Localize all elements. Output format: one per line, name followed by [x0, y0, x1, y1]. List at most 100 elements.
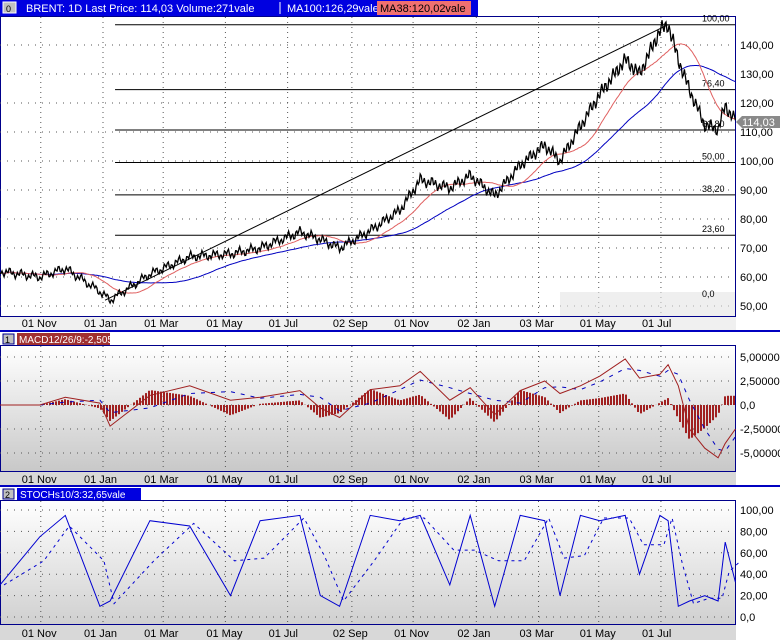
date-tick-label: 01 Jan [84, 318, 117, 330]
fib-level-label: 23,60 [702, 224, 725, 234]
last-price-tag-bg [736, 116, 780, 128]
y-tick-label: 80,00 [740, 526, 768, 538]
y-tick-label: -5,00000 [740, 448, 780, 460]
stoch-plot-area[interactable] [0, 500, 736, 625]
y-tick-label: 60,00 [740, 272, 768, 284]
fib-level-label: 76,40 [702, 79, 725, 89]
date-tick-label: 01 Nov [394, 474, 429, 486]
fib-level-label: 61,80 [702, 119, 725, 129]
date-tick-label: 01 Jul [642, 474, 671, 486]
date-tick-label: 03 Mar [520, 628, 555, 640]
price-title: BRENT: 1D Last Price: 114,03 Volume:271v… [26, 3, 254, 15]
date-tick-label: 03 Mar [520, 474, 555, 486]
pane-index: 0 [6, 4, 11, 14]
volume-bars [560, 292, 735, 316]
stoch-title: STOCHs10/3:32,65vale [20, 490, 126, 501]
price-layer: 100,00 76,40 61,80 50,00 38,20 23,60 0,0 [0, 14, 737, 305]
y-tick-label: 40,00 [740, 569, 768, 581]
macd-label-bg [17, 333, 110, 345]
trendline [104, 24, 669, 301]
y-tick-label: -2,50000 [740, 424, 780, 436]
macd-signal-line [0, 367, 736, 452]
date-tick-label: 01 Jul [642, 628, 671, 640]
date-tick-label: 01 Mar [144, 628, 179, 640]
y-tick-label: 2,50000 [740, 376, 780, 388]
date-tick-label: 01 Nov [22, 474, 57, 486]
y-tick-label: 130,00 [740, 69, 774, 81]
fib-level-label: 100,00 [702, 14, 730, 24]
fib-level-label: 38,20 [702, 184, 725, 194]
pane-index-box[interactable] [2, 333, 15, 345]
date-tick-label: 01 Jul [269, 474, 298, 486]
date-tick-label: 01 May [206, 318, 243, 330]
y-tick-label: 100,00 [740, 156, 774, 168]
ma100-line [0, 65, 736, 284]
y-tick-label: 100,00 [740, 505, 774, 517]
y-tick-label: 110,00 [740, 127, 773, 139]
price-x-axis: 01 Nov 01 Jan 01 Mar 01 May 01 Jul 02 Sep 01 N… [22, 318, 672, 330]
date-tick-label: 02 Sep [333, 628, 368, 640]
date-tick-label: 01 May [206, 628, 243, 640]
stoch-pane-header: 2 STOCHs10/3:32,65vale [2, 488, 141, 501]
price-y-axis: 50,00 60,00 70,00 80,00 90,00 100,00 110,00 120… [740, 40, 774, 313]
date-tick-label: 02 Jan [457, 628, 490, 640]
header-bar [0, 0, 478, 16]
last-price-tag: 114,03 [736, 116, 780, 129]
y-tick-label: 80,00 [740, 214, 768, 226]
date-tick-label: 02 Jan [457, 318, 490, 330]
macd-title: MACD12/26/9:-2,50557vale [19, 335, 143, 346]
date-tick-label: 01 Nov [394, 628, 429, 640]
macd-x-axis: 01 Nov 01 Jan 01 Mar 01 May 01 Jul 02 Sep 01 N… [22, 474, 672, 486]
y-tick-label: 70,00 [740, 243, 768, 255]
macd-layer [0, 358, 736, 459]
date-tick-label: 02 Sep [333, 474, 368, 486]
stoch-y-axis: 100,00 80,00 60,00 40,00 20,00 0,0 [740, 505, 774, 624]
stoch-signal-line [3, 516, 740, 605]
price-line [0, 20, 737, 305]
y-tick-label: 50,00 [740, 301, 768, 313]
date-tick-label: 01 May [206, 474, 243, 486]
macd-line [0, 358, 736, 459]
stoch-label-bg [17, 488, 141, 500]
date-tick-label: 01 Mar [144, 318, 179, 330]
pane-index: 1 [5, 335, 10, 345]
date-tick-label: 01 Jan [84, 628, 117, 640]
pane-index: 2 [5, 490, 10, 500]
pane-index-box[interactable] [2, 1, 17, 14]
date-tick-label: 01 Jul [642, 318, 671, 330]
pane-index-box[interactable] [2, 488, 15, 500]
fib-level-label: 0,0 [702, 289, 715, 299]
y-tick-label: 5,00000 [740, 352, 780, 364]
date-tick-label: 03 Mar [520, 318, 555, 330]
macd-y-axis: 5,00000 2,50000 0,0 -2,50000 -5,00000 [740, 352, 780, 460]
y-tick-label: 0,0 [740, 612, 755, 624]
y-tick-label: 90,00 [740, 185, 768, 197]
y-tick-label: 60,00 [740, 548, 768, 560]
price-plot-area[interactable] [0, 16, 736, 317]
macd-pane-header: 1 MACD12/26/9:-2,50557vale [2, 333, 143, 346]
stoch-grid [0, 501, 735, 624]
fib-level-label: 50,00 [702, 151, 725, 161]
ma100-label: MA100:126,29vale [287, 3, 379, 15]
date-tick-label: 01 Nov [22, 318, 57, 330]
date-tick-label: 01 Mar [144, 474, 179, 486]
macd-date-strip [0, 472, 736, 486]
date-tick-label: 01 Jul [269, 318, 298, 330]
date-tick-label: 01 May [580, 474, 617, 486]
date-tick-label: 02 Sep [333, 318, 368, 330]
price-pane-header: 0 BRENT: 1D Last Price: 114,03 Volume:27… [0, 0, 478, 16]
stoch-line [0, 513, 736, 609]
date-tick-label: 02 Jan [457, 474, 490, 486]
stoch-x-axis: 01 Nov 01 Jan 01 Mar 01 May 01 Jul 02 Sep 01 N… [22, 628, 672, 640]
date-tick-label: 01 Nov [22, 628, 57, 640]
stoch-layer [0, 513, 740, 609]
y-tick-label: 140,00 [740, 40, 774, 52]
date-tick-label: 01 Jan [84, 474, 117, 486]
date-tick-label: 01 May [580, 318, 617, 330]
stoch-date-strip [0, 625, 736, 640]
price-date-strip [0, 317, 736, 331]
macd-grid [0, 346, 735, 471]
date-tick-label: 01 Jul [269, 628, 298, 640]
y-tick-label: 120,00 [740, 98, 774, 110]
